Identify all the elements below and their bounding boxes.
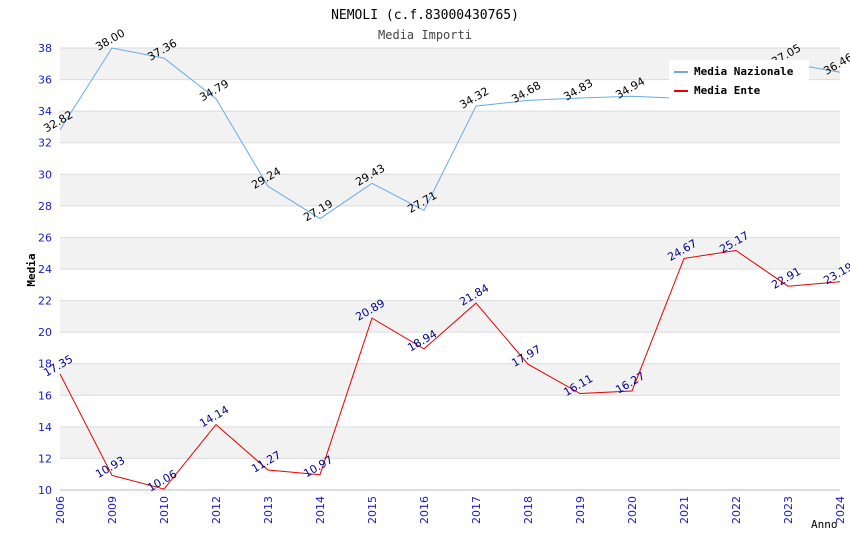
x-axis-ticks: 2006 2009 2010 2012 2013 2014 2015 2016 2017 2018… (54, 496, 847, 524)
x-axis-label: Anno (811, 518, 838, 531)
y-tick-label: 12 (38, 452, 52, 465)
y-tick-label: 28 (38, 200, 52, 213)
gridlines (60, 47, 840, 491)
y-tick-label: 34 (38, 105, 52, 118)
y-tick-label: 20 (38, 326, 52, 339)
x-tick-label: 2017 (470, 496, 483, 524)
plot-band (60, 111, 840, 143)
y-axis-label: Media (25, 253, 38, 286)
y-tick-label: 30 (38, 168, 52, 181)
y-tick-label: 24 (38, 263, 52, 276)
plot-band (60, 300, 840, 333)
x-tick-label: 2010 (158, 496, 171, 524)
plot-band (60, 458, 840, 490)
x-tick-label: 2021 (678, 496, 691, 524)
y-tick-label: 26 (38, 231, 52, 244)
y-tick-label: 16 (38, 389, 52, 402)
chart-subtitle: Media Importi (378, 28, 472, 42)
y-tick-label: 32 (38, 137, 52, 150)
x-tick-label: 2020 (626, 496, 639, 524)
y-tick-label: 10 (38, 484, 52, 497)
y-tick-label: 36 (38, 74, 52, 87)
x-tick-label: 2016 (418, 496, 431, 524)
y-tick-label: 22 (38, 295, 52, 308)
legend: Media Nazionale Media Ente (669, 60, 809, 102)
x-tick-label: 2018 (522, 496, 535, 524)
plot-band (60, 332, 840, 364)
plot-band (60, 363, 840, 396)
chart-title: NEMOLI (c.f.83000430765) (331, 8, 519, 23)
x-tick-label: 2014 (314, 496, 327, 524)
legend-entry-nazionale: Media Nazionale (694, 65, 794, 78)
x-tick-label: 2019 (574, 496, 587, 524)
y-axis-ticks: 10 12 14 16 18 20 22 24 26 28 30 32 34 36 38 (38, 42, 52, 497)
series-line-ente (59, 249, 841, 490)
x-tick-label: 2022 (730, 496, 743, 524)
x-tick-label: 2013 (262, 496, 275, 524)
legend-entry-ente: Media Ente (694, 84, 761, 97)
x-tick-label: 2006 (54, 496, 67, 524)
plot-band (60, 395, 840, 427)
plot-band (60, 205, 840, 238)
plot-band (60, 237, 840, 269)
y-tick-label: 18 (38, 358, 52, 371)
plot-band (60, 426, 840, 459)
x-tick-label: 2023 (782, 496, 795, 524)
x-tick-label: 2015 (366, 496, 379, 524)
plot-band (60, 269, 840, 301)
plot-background-bands (60, 48, 840, 490)
x-tick-label: 2009 (106, 496, 119, 524)
x-tick-label: 2024 (834, 496, 847, 524)
y-tick-label: 14 (38, 421, 52, 434)
x-tick-label: 2012 (210, 496, 223, 524)
y-tick-label: 38 (38, 42, 52, 55)
legend-background (669, 60, 809, 102)
plot-band (60, 174, 840, 206)
